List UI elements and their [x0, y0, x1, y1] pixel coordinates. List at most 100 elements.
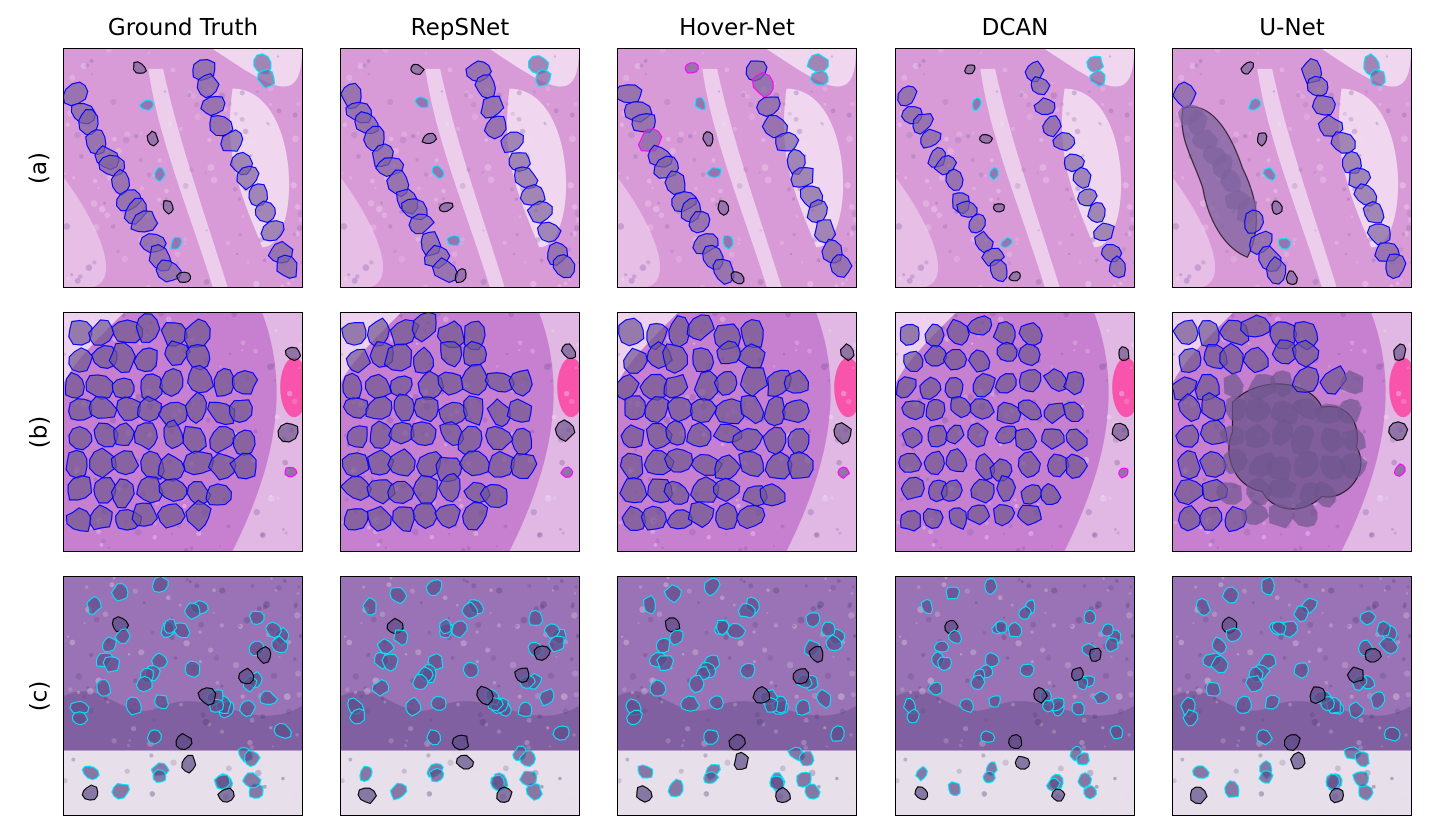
histology-image — [341, 313, 579, 551]
nucleus-contour — [688, 211, 711, 234]
nucleus-contour — [984, 577, 998, 595]
nucleus-contour — [739, 366, 768, 398]
nucleus-contour — [376, 638, 395, 655]
nucleus-contour — [239, 699, 257, 718]
nucleus-contour — [899, 323, 920, 347]
nucleus-contour — [548, 635, 565, 653]
nucleus-contour — [970, 478, 995, 504]
nucleus-contour — [759, 483, 786, 507]
nucleus-contour — [533, 645, 551, 661]
nucleus-contour — [1240, 61, 1255, 75]
nucleus-contour — [1178, 347, 1202, 374]
nucleus-contour — [829, 254, 853, 278]
nucleus-contour — [972, 372, 996, 398]
nucleus-contour — [1014, 427, 1038, 451]
panel-b-repsnet — [340, 312, 580, 552]
nucleus-contour — [209, 425, 237, 454]
nucleus-contour — [946, 318, 970, 346]
nucleus-contour — [526, 200, 553, 224]
nucleus-contour — [1357, 639, 1374, 657]
nucleus-contour — [248, 610, 265, 625]
nucleus-contour — [538, 688, 555, 707]
nucleus-contour — [64, 371, 85, 399]
nucleus-contour — [1293, 605, 1309, 623]
nucleus-contour — [687, 501, 715, 529]
nucleus-contour — [992, 203, 1005, 213]
nucleus-contour — [1376, 620, 1392, 637]
panel-c-dcan — [895, 576, 1135, 816]
nucleus-contour — [462, 501, 489, 531]
nucleus-contour — [716, 619, 730, 636]
nucleus-contour — [653, 155, 680, 179]
nucleus-contour — [989, 166, 999, 181]
nucleus-contour — [259, 690, 279, 705]
nucleus-contour — [1182, 708, 1199, 727]
nucleus-contour — [619, 452, 644, 480]
nucleus-contour — [995, 620, 1008, 634]
nucleus-contour — [1265, 255, 1287, 285]
nucleus-contour — [740, 394, 765, 425]
nucleus-contour — [187, 364, 215, 394]
nucleus-contour — [205, 483, 232, 506]
nucleus-contour — [1205, 681, 1221, 697]
nucleus-contour — [945, 586, 961, 600]
nucleus-contour — [133, 422, 158, 451]
nucleus-contour — [947, 629, 963, 644]
nucleus-contour — [900, 106, 923, 125]
panel-a-ground-truth — [63, 48, 303, 288]
nucleus-contour — [458, 450, 491, 477]
nucleus-contour — [968, 213, 986, 234]
nucleus-contour — [213, 367, 235, 397]
nucleus-contour — [645, 422, 673, 450]
nucleus-contour — [900, 476, 925, 501]
nucleus-contour — [146, 729, 162, 745]
nucleus-contour — [897, 85, 918, 107]
nucleus-contour — [1071, 701, 1085, 716]
nucleus-contour — [663, 480, 690, 505]
nucleus-contour — [1083, 609, 1097, 625]
nucleus-contour — [833, 422, 852, 445]
nucleus-contour — [231, 370, 259, 395]
nucleus-contour — [184, 660, 201, 678]
nucleus-contour — [1358, 783, 1374, 801]
nucleus-contour — [898, 452, 923, 473]
nucleus-contour — [1388, 421, 1409, 442]
nucleus-contour — [411, 674, 429, 691]
nucleus-contour — [620, 424, 645, 449]
nucleus-contour — [903, 350, 924, 373]
nucleus-contour — [1210, 655, 1229, 674]
nucleus-contour — [708, 695, 724, 710]
nucleus-contour — [967, 422, 989, 448]
nucleus-contour — [796, 771, 812, 788]
nucleus-contour — [1247, 97, 1262, 111]
nucleus-contour — [197, 687, 217, 706]
nucleus-contour — [264, 621, 282, 639]
nucleus-contour — [277, 422, 299, 443]
histology-image — [1173, 49, 1411, 287]
nucleus-contour — [1108, 255, 1126, 279]
nucleus-contour — [386, 169, 410, 198]
nucleus-contour — [692, 347, 715, 373]
nucleus-contour — [825, 634, 843, 652]
nucleus-contour — [1063, 153, 1086, 173]
nucleus-contour — [821, 621, 836, 637]
nucleus-contour — [451, 620, 468, 639]
nucleus-contour — [207, 401, 236, 426]
nucleus-contour — [1354, 751, 1370, 768]
nucleus-contour — [1271, 200, 1283, 216]
nucleus-contour — [927, 425, 949, 448]
nucleus-contour — [196, 72, 220, 99]
nucleus-contour — [996, 341, 1018, 362]
nucleus-contour — [1045, 777, 1061, 792]
nucleus-contour — [994, 373, 1017, 394]
nucleus-contour — [1211, 636, 1228, 655]
panel-c-repsnet — [340, 576, 580, 816]
nucleus-contour — [69, 700, 90, 715]
nucleus-contour — [213, 774, 231, 790]
nucleus-contour — [1042, 368, 1067, 393]
panel-b-u-net — [1172, 312, 1412, 552]
nucleus-contour — [624, 395, 647, 420]
nucleus-contour — [665, 419, 686, 446]
nucleus-contour — [735, 504, 766, 530]
nucleus-contour — [131, 502, 159, 527]
